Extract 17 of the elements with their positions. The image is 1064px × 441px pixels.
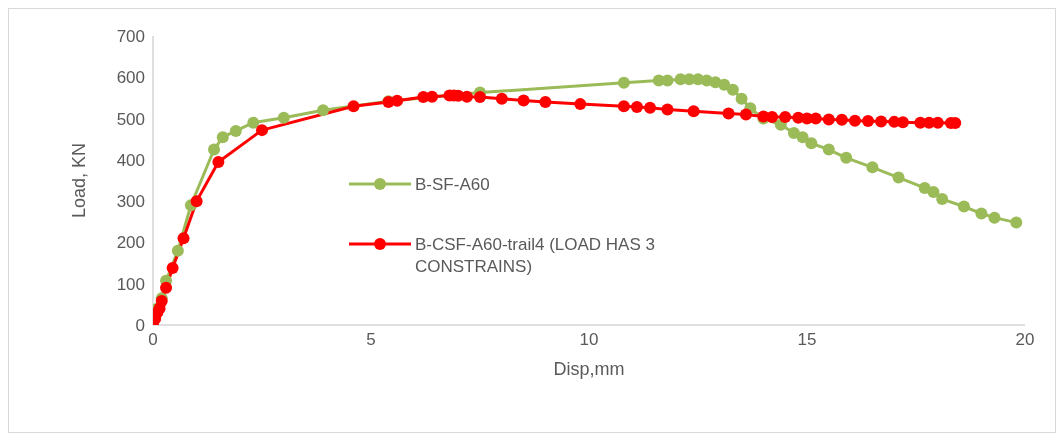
y-tick-label: 500 — [116, 109, 145, 129]
x-tick-label: 10 — [579, 330, 599, 350]
y-tick-label: 300 — [116, 192, 145, 212]
y-axis-title: Load, KN — [69, 142, 90, 219]
y-tick-label: 100 — [116, 274, 145, 294]
x-tick-label: 15 — [797, 330, 817, 350]
y-tick-label: 600 — [116, 68, 145, 88]
x-axis-title: Disp,mm — [553, 359, 625, 379]
legend-label: B-SF-A60 — [415, 174, 490, 196]
x-tick-label: 5 — [366, 330, 376, 350]
x-tick-label: 20 — [1015, 330, 1035, 350]
y-tick-label: 700 — [116, 27, 145, 47]
legend-label: B-CSF-A60-trail4 (LOAD HAS 3 CONSTRAINS) — [415, 234, 656, 278]
y-tick-label: 200 — [116, 233, 145, 253]
y-tick-label: 400 — [116, 150, 145, 170]
x-tick-label: 0 — [148, 330, 158, 350]
y-tick-label: 0 — [135, 316, 145, 336]
